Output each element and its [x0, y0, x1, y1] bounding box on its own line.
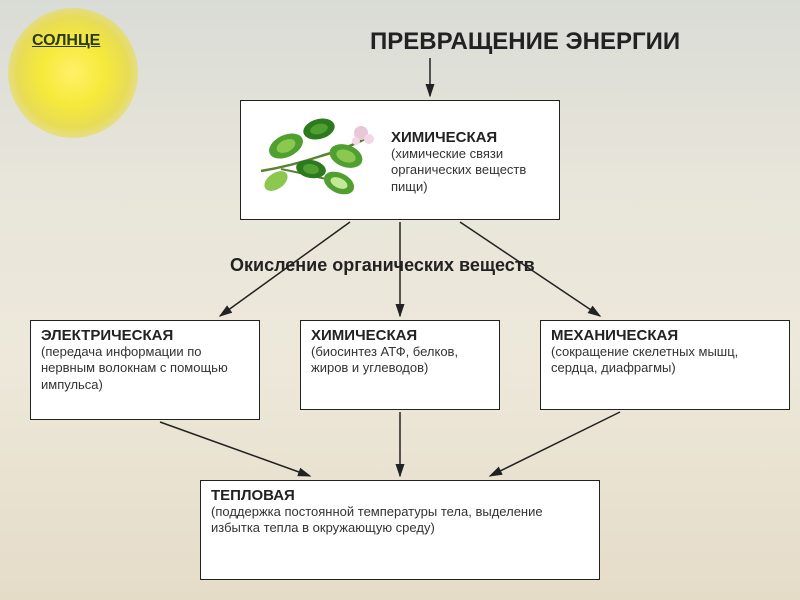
mechanical-title: МЕХАНИЧЕСКАЯ	[551, 327, 779, 344]
sun-graphic	[8, 8, 138, 138]
mechanical-box: МЕХАНИЧЕСКАЯ (сокращение скелетных мышц,…	[540, 320, 790, 410]
electrical-sub: (передача информации по нервным волокнам…	[41, 344, 249, 393]
chemical-mid-box: ХИМИЧЕСКАЯ (биосинтез АТФ, белков, жиров…	[300, 320, 500, 410]
thermal-box: ТЕПЛОВАЯ (поддержка постоянной температу…	[200, 480, 600, 580]
thermal-title: ТЕПЛОВАЯ	[211, 487, 589, 504]
sun-label: СОЛНЦЕ	[32, 32, 100, 50]
plant-illustration	[251, 111, 381, 206]
chemical-top-box: ХИМИЧЕСКАЯ (химические связи органически…	[240, 100, 560, 220]
chemical-top-sub: (химические связи органических веществ п…	[391, 146, 551, 195]
chemical-top-title: ХИМИЧЕСКАЯ	[391, 129, 551, 146]
thermal-sub: (поддержка постоянной температуры тела, …	[211, 504, 589, 537]
electrical-title: ЭЛЕКТРИЧЕСКАЯ	[41, 327, 249, 344]
page-title: ПРЕВРАЩЕНИЕ ЭНЕРГИИ	[370, 28, 680, 56]
chemical-mid-sub: (биосинтез АТФ, белков, жиров и углеводо…	[311, 344, 489, 377]
oxidation-label: Окисление органических веществ	[230, 255, 535, 276]
mechanical-sub: (сокращение скелетных мышц, сердца, диаф…	[551, 344, 779, 377]
electrical-box: ЭЛЕКТРИЧЕСКАЯ (передача информации по не…	[30, 320, 260, 420]
chemical-mid-title: ХИМИЧЕСКАЯ	[311, 327, 489, 344]
